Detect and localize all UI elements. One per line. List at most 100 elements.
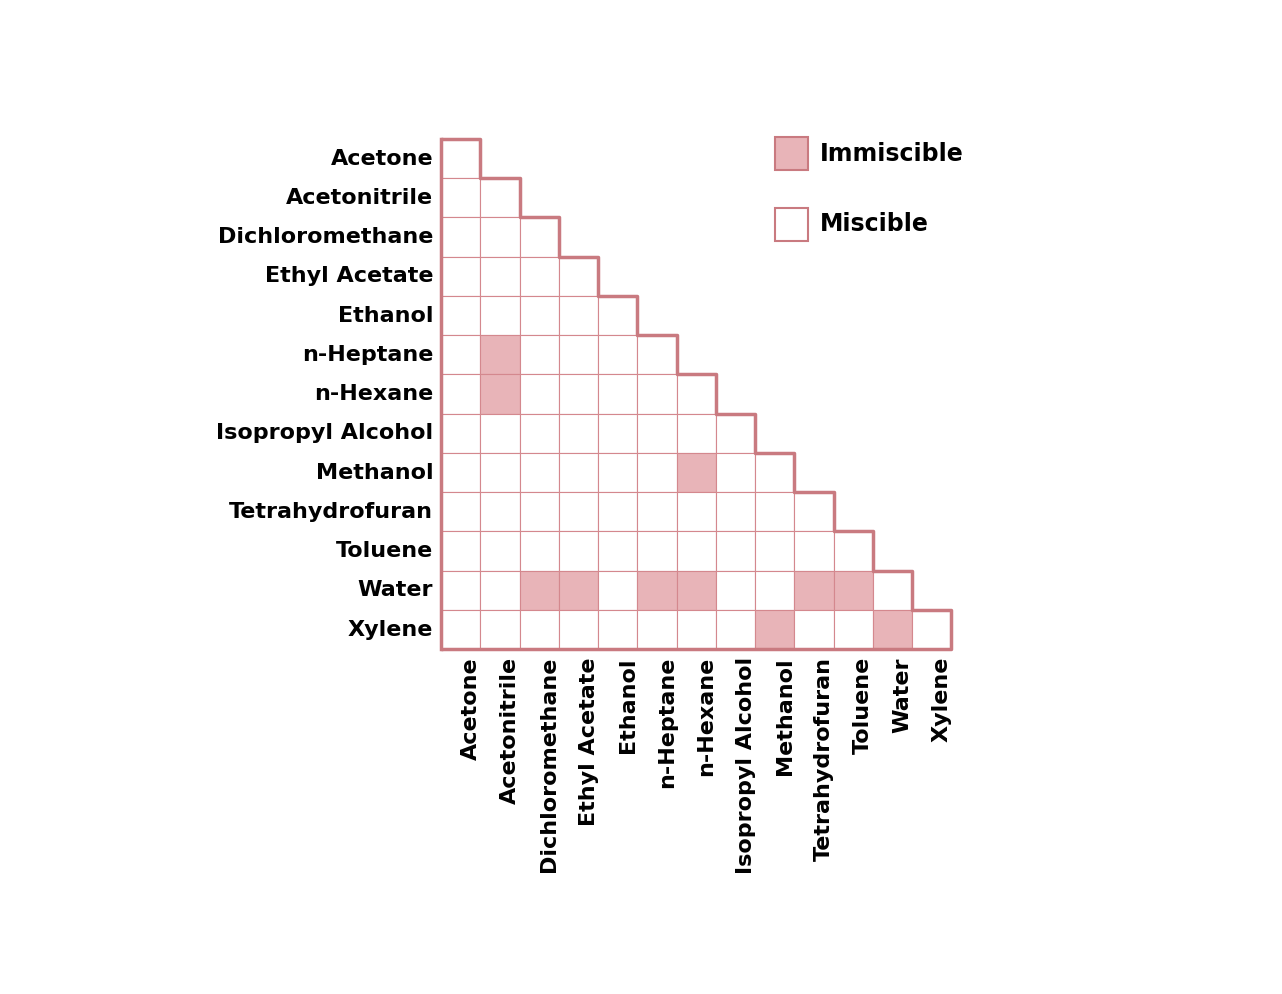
Bar	[833, 532, 873, 571]
Bar	[677, 571, 715, 610]
Bar	[913, 610, 951, 649]
Bar	[441, 532, 481, 571]
Text: Acetonitrile: Acetonitrile	[286, 188, 433, 208]
Text: Immiscible: Immiscible	[820, 141, 964, 166]
Bar	[599, 335, 637, 375]
Bar	[677, 414, 715, 453]
Bar	[441, 414, 481, 453]
Text: Miscible: Miscible	[820, 213, 928, 237]
Bar	[519, 256, 559, 296]
Bar	[559, 375, 599, 414]
Bar	[519, 453, 559, 492]
Bar	[637, 335, 677, 375]
Bar	[441, 571, 481, 610]
Bar	[481, 375, 519, 414]
Bar	[441, 256, 481, 296]
Text: Acetone: Acetone	[460, 657, 481, 759]
Bar	[559, 492, 599, 532]
Text: Xylene: Xylene	[347, 619, 433, 639]
Bar	[441, 218, 481, 256]
Bar	[481, 532, 519, 571]
Bar	[441, 375, 481, 414]
Text: Isopropyl Alcohol: Isopropyl Alcohol	[736, 657, 755, 874]
Bar	[715, 414, 755, 453]
Bar	[755, 492, 795, 532]
Bar	[441, 335, 481, 375]
Bar	[677, 375, 715, 414]
Bar	[677, 610, 715, 649]
Bar	[677, 532, 715, 571]
Bar	[519, 414, 559, 453]
Bar	[637, 453, 677, 492]
Bar	[559, 532, 599, 571]
Bar	[637, 492, 677, 532]
Bar	[519, 375, 559, 414]
Bar	[519, 610, 559, 649]
Text: Tetrahydrofuran: Tetrahydrofuran	[229, 502, 433, 522]
Bar	[755, 571, 795, 610]
Bar	[774, 137, 808, 170]
Bar	[481, 492, 519, 532]
Text: Toluene: Toluene	[854, 657, 873, 754]
Bar	[755, 610, 795, 649]
Bar	[755, 453, 795, 492]
Bar	[795, 492, 833, 532]
Bar	[481, 571, 519, 610]
Text: Dichloromethane: Dichloromethane	[218, 227, 433, 248]
Bar	[559, 571, 599, 610]
Bar	[519, 218, 559, 256]
Bar	[599, 375, 637, 414]
Bar	[481, 414, 519, 453]
Text: Tetrahydrofuran: Tetrahydrofuran	[814, 657, 835, 861]
Bar	[519, 532, 559, 571]
Bar	[873, 571, 913, 610]
Bar	[441, 610, 481, 649]
Bar	[559, 296, 599, 335]
Bar	[873, 610, 913, 649]
Bar	[481, 296, 519, 335]
Text: Methanol: Methanol	[774, 657, 795, 774]
Bar	[599, 492, 637, 532]
Text: n-Heptane: n-Heptane	[303, 345, 433, 365]
Text: Water: Water	[358, 580, 433, 600]
Bar	[599, 414, 637, 453]
Bar	[441, 178, 481, 218]
Bar	[774, 208, 808, 241]
Bar	[715, 610, 755, 649]
Text: Ethyl Acetate: Ethyl Acetate	[578, 657, 599, 825]
Bar	[677, 453, 715, 492]
Bar	[481, 178, 519, 218]
Bar	[677, 492, 715, 532]
Bar	[599, 610, 637, 649]
Text: Water: Water	[892, 657, 913, 733]
Text: n-Heptane: n-Heptane	[656, 657, 677, 788]
Bar	[599, 532, 637, 571]
Text: Acetonitrile: Acetonitrile	[500, 657, 520, 804]
Bar	[599, 296, 637, 335]
Bar	[519, 492, 559, 532]
Bar	[795, 571, 833, 610]
Text: Isopropyl Alcohol: Isopropyl Alcohol	[217, 423, 433, 443]
Bar	[637, 375, 677, 414]
Text: Ethyl Acetate: Ethyl Acetate	[265, 266, 433, 286]
Bar	[637, 571, 677, 610]
Text: Xylene: Xylene	[932, 657, 951, 743]
Bar	[637, 532, 677, 571]
Bar	[559, 414, 599, 453]
Bar	[795, 532, 833, 571]
Bar	[715, 453, 755, 492]
Bar	[441, 139, 481, 178]
Bar	[599, 453, 637, 492]
Bar	[519, 296, 559, 335]
Bar	[441, 296, 481, 335]
Bar	[559, 610, 599, 649]
Bar	[519, 335, 559, 375]
Bar	[795, 610, 833, 649]
Bar	[519, 571, 559, 610]
Text: n-Hexane: n-Hexane	[314, 384, 433, 404]
Text: n-Hexane: n-Hexane	[696, 657, 717, 776]
Bar	[559, 453, 599, 492]
Bar	[481, 256, 519, 296]
Bar	[637, 414, 677, 453]
Bar	[833, 610, 873, 649]
